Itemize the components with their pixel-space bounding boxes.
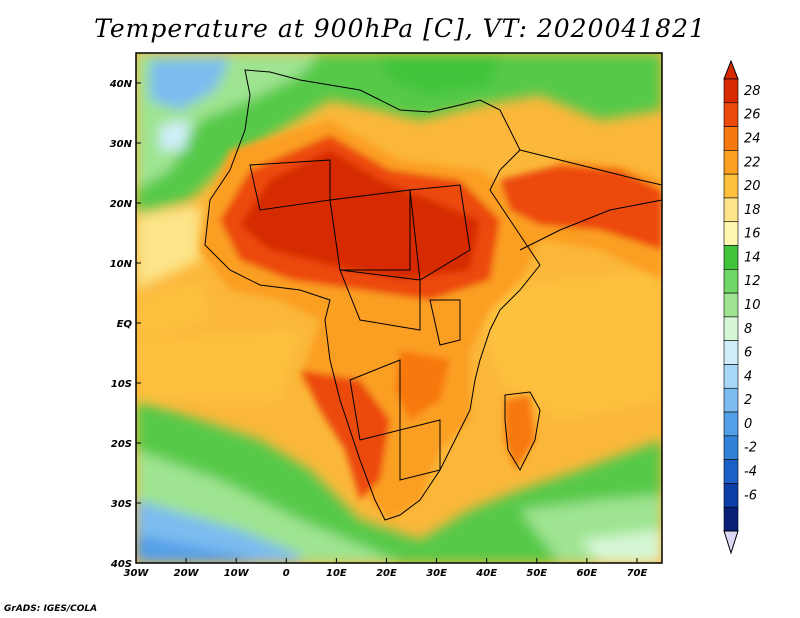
colorbar-top-arrow <box>723 59 739 80</box>
y-tick-label: 10N <box>110 259 133 270</box>
map-frame <box>135 52 663 564</box>
colorbar-label: 10 <box>744 298 761 313</box>
colorbar-label: 26 <box>744 108 761 123</box>
colorbar-label: -2 <box>744 441 757 456</box>
colorbar-segment <box>723 387 739 413</box>
colorbar-label: 2 <box>744 393 752 408</box>
x-tick-label: 10W <box>224 568 250 579</box>
colorbar-label: 4 <box>744 369 752 384</box>
y-tick-label: 20S <box>111 439 132 450</box>
map-title: Temperature at 900hPa [C], VT: 202004182… <box>94 14 706 43</box>
colorbar-label: 0 <box>744 417 752 432</box>
colorbar-segment <box>723 221 739 246</box>
y-tick-label: EQ <box>117 319 133 330</box>
x-tick-label: 60E <box>576 568 597 579</box>
colorbar-segment <box>723 126 739 151</box>
colorbar-segment <box>723 269 739 294</box>
colorbar-segment <box>723 435 739 460</box>
colorbar-segment <box>723 173 739 199</box>
temperature-field <box>136 53 662 563</box>
colorbar-segment <box>723 150 739 175</box>
colorbar-label: 18 <box>744 203 761 218</box>
colorbar-segment <box>723 364 739 389</box>
colorbar-label: -6 <box>744 488 757 503</box>
colorbar-label: 20 <box>744 179 761 194</box>
colorbar-label: 6 <box>744 346 752 361</box>
x-tick-label: 10E <box>326 568 347 579</box>
credit-text: GrADS: IGES/COLA <box>4 604 98 614</box>
colorbar-label: 8 <box>744 322 752 337</box>
colorbar-segment <box>723 245 739 270</box>
latitude-axis: 40N 30N 20N 10N EQ 10S 20S 30S 40S <box>109 79 141 570</box>
colorbar-segment <box>723 411 739 437</box>
colorbar-segment <box>723 102 739 127</box>
y-tick-label: 20N <box>110 199 133 210</box>
colorbar-segment <box>723 316 739 341</box>
x-tick-label: 40E <box>475 568 497 579</box>
colorbar-label: 12 <box>744 274 761 289</box>
colorbar-segment <box>723 292 739 318</box>
x-tick-label: 0 <box>283 568 290 579</box>
colorbar-label: 14 <box>744 250 761 265</box>
colorbar-segment <box>723 459 739 484</box>
colorbar-label: 24 <box>744 131 761 146</box>
y-tick-label: 10S <box>111 379 132 390</box>
y-tick-label: 30S <box>111 499 132 510</box>
y-tick-label: 40N <box>109 79 133 90</box>
x-tick-label: 50E <box>526 568 547 579</box>
colorbar-segment <box>723 340 739 365</box>
x-tick-label: 70E <box>627 568 648 579</box>
y-tick-label: 40S <box>110 559 132 570</box>
colorbar-bottom-arrow <box>723 530 739 555</box>
coastlines <box>204 69 662 521</box>
colorbar-segment <box>723 78 739 104</box>
x-tick-label: 30E <box>426 568 447 579</box>
x-tick-label: 30W <box>124 568 150 579</box>
x-tick-label: 20E <box>376 568 397 579</box>
x-tick-label: 20W <box>174 568 200 579</box>
colorbar-label: 22 <box>744 155 761 170</box>
colorbar-segment <box>723 197 739 223</box>
colorbar-segment <box>723 483 739 508</box>
colorbar-segment <box>723 506 739 532</box>
colorbar-label: 28 <box>744 84 761 99</box>
longitude-axis: 30W 20W 10W 0 10E 20E 30E 40E 50E 60E 70E <box>124 558 648 579</box>
colorbar-label: 16 <box>744 227 761 242</box>
colorbar-label: -4 <box>744 465 757 480</box>
y-tick-label: 30N <box>110 139 133 150</box>
